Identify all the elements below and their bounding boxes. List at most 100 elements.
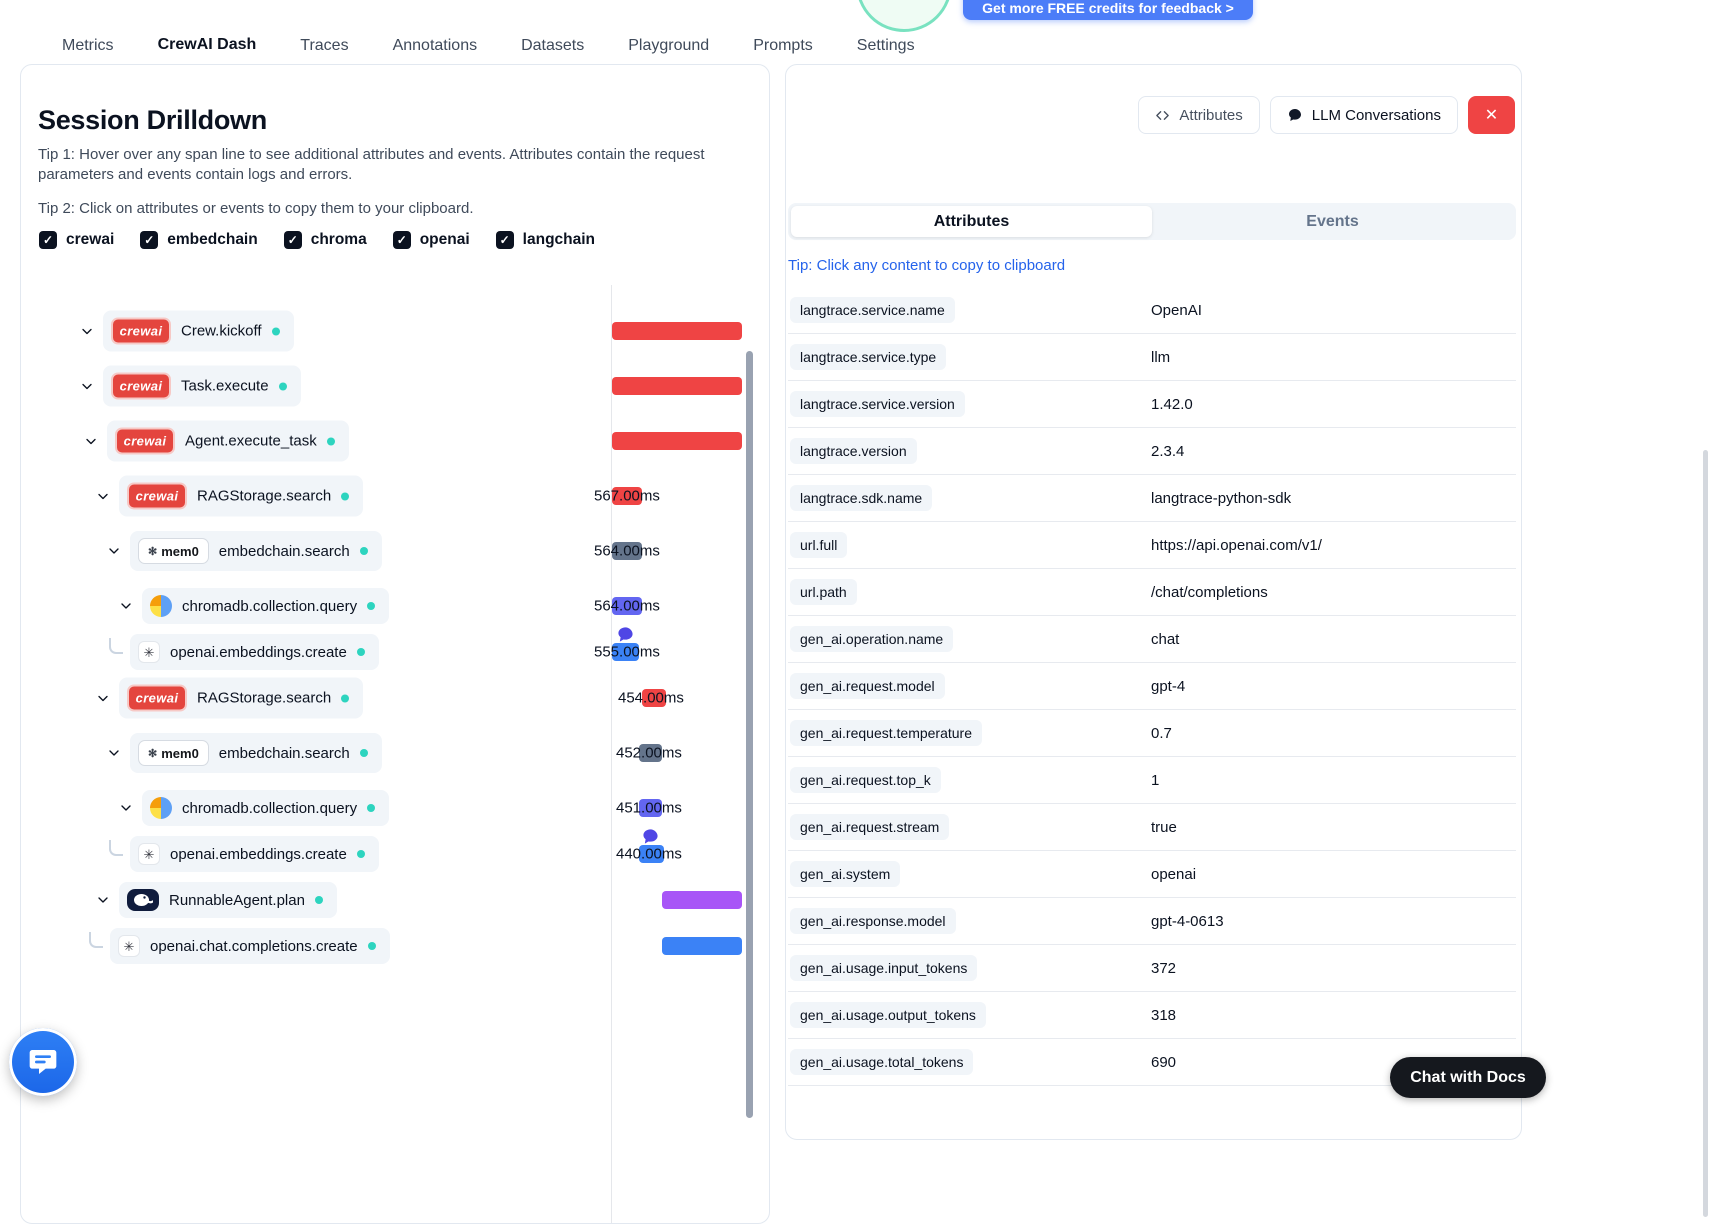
attribute-key[interactable]: gen_ai.request.top_k [790,767,941,793]
attribute-value[interactable]: chat [1151,630,1180,648]
attribute-value[interactable]: openai [1151,865,1197,883]
page-scrollbar-thumb[interactable] [1703,450,1708,1217]
attribute-row[interactable]: url.path/chat/completions [788,569,1516,616]
attribute-value[interactable]: OpenAI [1151,301,1202,319]
span-chip[interactable]: ✳ openai.embeddings.create [130,836,379,872]
attribute-row[interactable]: gen_ai.request.model gpt-4 [788,663,1516,710]
timeline-bar[interactable] [612,643,639,661]
free-credits-button[interactable]: Get more FREE credits for feedback > [963,0,1253,20]
attribute-key[interactable]: gen_ai.request.stream [790,814,950,840]
span-chip[interactable]: ✻ mem0 embedchain.search [130,531,382,571]
span-chip[interactable]: crewai Task.execute [103,365,301,407]
attribute-row[interactable]: gen_ai.request.stream true [788,804,1516,851]
span-chip[interactable]: chromadb.collection.query [142,588,390,624]
span-chip[interactable]: crewai RAGStorage.search [119,475,364,517]
attribute-value[interactable]: 1 [1151,771,1160,789]
attribute-value[interactable]: 2.3.4 [1151,442,1185,460]
attribute-value[interactable]: 1.42.0 [1151,395,1193,413]
attribute-row[interactable]: gen_ai.usage.output_tokens 318 [788,992,1516,1039]
timeline-bar[interactable] [612,597,642,615]
attribute-key[interactable]: langtrace.version [790,438,917,464]
attribute-row[interactable]: gen_ai.request.temperature 0.7 [788,710,1516,757]
attribute-row[interactable]: langtrace.service.version 1.42.0 [788,381,1516,428]
timeline-bar[interactable] [662,937,742,955]
attribute-key[interactable]: gen_ai.operation.name [790,626,954,652]
checkbox-icon[interactable]: ✓ [283,231,302,249]
span-chip[interactable]: ✳ openai.embeddings.create [130,634,379,670]
chevron-down-icon[interactable] [78,377,96,395]
attribute-key[interactable]: url.path [790,579,857,605]
tab-annotations[interactable]: Annotations [379,26,492,72]
tab-prompts[interactable]: Prompts [739,26,827,72]
timeline-bar[interactable] [612,377,742,395]
tab-settings[interactable]: Settings [843,26,929,72]
filter-chroma[interactable]: ✓ chroma [283,231,367,249]
span-row[interactable]: ✳ openai.embeddings.create 440.00ms [21,827,769,881]
chevron-down-icon[interactable] [117,799,135,817]
attribute-key[interactable]: gen_ai.usage.input_tokens [790,955,978,981]
tab-attributes[interactable]: Attributes [791,206,1152,237]
span-row[interactable]: crewai Crew.kickoff [21,304,769,358]
span-chip[interactable]: crewai Crew.kickoff [103,310,294,352]
attribute-value[interactable]: 0.7 [1151,724,1172,742]
chevron-down-icon[interactable] [117,597,135,615]
span-row[interactable]: crewai Task.execute [21,359,769,413]
attribute-value[interactable]: /chat/completions [1151,583,1268,601]
span-chip[interactable]: chromadb.collection.query [142,790,390,826]
attribute-row[interactable]: gen_ai.request.top_k 1 [788,757,1516,804]
tab-datasets[interactable]: Datasets [507,26,598,72]
attribute-row[interactable]: gen_ai.operation.name chat [788,616,1516,663]
checkbox-icon[interactable]: ✓ [392,231,411,249]
attribute-row[interactable]: langtrace.version 2.3.4 [788,428,1516,475]
tab-events[interactable]: Events [1152,206,1513,237]
span-chip[interactable]: ✻ mem0 embedchain.search [130,733,382,773]
timeline-bar[interactable] [642,689,666,707]
attribute-value[interactable]: https://api.openai.com/v1/ [1151,536,1322,554]
span-row[interactable]: ✳ openai.embeddings.create 555.00ms [21,625,769,679]
attribute-row[interactable]: langtrace.service.name OpenAI [788,287,1516,334]
attribute-value[interactable]: gpt-4 [1151,677,1186,695]
close-button[interactable]: ✕ [1468,96,1515,134]
timeline-bar[interactable] [612,542,642,560]
span-row[interactable]: RunnableAgent.plan [21,873,769,927]
attribute-value[interactable]: langtrace-python-sdk [1151,489,1292,507]
span-row[interactable]: ✻ mem0 embedchain.search 452.00ms [21,726,769,780]
attribute-row[interactable]: url.full https://api.openai.com/v1/ [788,522,1516,569]
timeline-bar[interactable] [612,487,642,505]
timeline-bar[interactable] [639,799,662,817]
attribute-row[interactable]: langtrace.sdk.name langtrace-python-sdk [788,475,1516,522]
chat-widget-launcher[interactable] [9,1028,77,1096]
filter-crewai[interactable]: ✓ crewai [39,231,114,249]
tab-metrics[interactable]: Metrics [48,26,128,72]
span-row[interactable]: crewai RAGStorage.search 454.00ms [21,671,769,725]
span-chip[interactable]: ✳ openai.chat.completions.create [110,928,390,964]
span-chip[interactable]: crewai Agent.execute_task [107,420,349,462]
tab-traces[interactable]: Traces [286,26,362,72]
span-row[interactable]: ✳ openai.chat.completions.create [21,919,769,973]
tab-playground[interactable]: Playground [614,26,723,72]
chevron-down-icon[interactable] [94,891,112,909]
attribute-key[interactable]: langtrace.service.name [790,297,955,323]
span-row[interactable]: chromadb.collection.query 564.00ms [21,579,769,633]
attribute-value[interactable]: true [1151,818,1177,836]
attribute-row[interactable]: gen_ai.usage.input_tokens 372 [788,945,1516,992]
attribute-key[interactable]: url.full [790,532,848,558]
attribute-value[interactable]: 318 [1151,1006,1177,1024]
chevron-down-icon[interactable] [78,322,96,340]
chevron-down-icon[interactable] [105,542,123,560]
chevron-down-icon[interactable] [105,744,123,762]
llm-conversations-button[interactable]: LLM Conversations [1269,96,1458,134]
span-row[interactable]: crewai RAGStorage.search 567.00ms [21,469,769,523]
attribute-key[interactable]: gen_ai.response.model [790,908,956,934]
attribute-key[interactable]: langtrace.sdk.name [790,485,933,511]
span-row[interactable]: crewai Agent.execute_task [21,414,769,468]
attribute-key[interactable]: langtrace.service.type [790,344,947,370]
attribute-key[interactable]: gen_ai.system [790,861,901,887]
tree-scrollbar-thumb[interactable] [746,351,753,1118]
span-row[interactable]: ✻ mem0 embedchain.search 564.00ms [21,524,769,578]
attribute-value[interactable]: 372 [1151,959,1177,977]
attribute-key[interactable]: gen_ai.usage.total_tokens [790,1049,974,1075]
span-chip[interactable]: crewai RAGStorage.search [119,677,364,719]
attribute-value[interactable]: 690 [1151,1053,1177,1071]
chevron-down-icon[interactable] [94,689,112,707]
